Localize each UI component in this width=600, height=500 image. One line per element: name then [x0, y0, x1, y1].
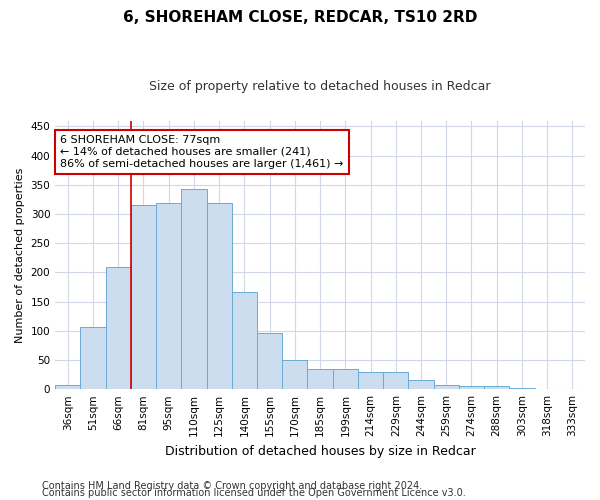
Bar: [55, 385, 80, 389]
Bar: [434, 384, 459, 389]
X-axis label: Distribution of detached houses by size in Redcar: Distribution of detached houses by size …: [165, 444, 475, 458]
Bar: [307, 368, 332, 389]
Bar: [535, 388, 560, 389]
Bar: [282, 360, 307, 389]
Text: 6, SHOREHAM CLOSE, REDCAR, TS10 2RD: 6, SHOREHAM CLOSE, REDCAR, TS10 2RD: [123, 10, 477, 25]
Text: 6 SHOREHAM CLOSE: 77sqm
← 14% of detached houses are smaller (241)
86% of semi-d: 6 SHOREHAM CLOSE: 77sqm ← 14% of detache…: [61, 136, 344, 168]
Bar: [332, 368, 358, 389]
Bar: [257, 332, 282, 389]
Bar: [358, 372, 383, 389]
Bar: [206, 204, 232, 389]
Bar: [383, 372, 409, 389]
Bar: [459, 386, 484, 389]
Bar: [181, 189, 206, 389]
Bar: [80, 328, 106, 389]
Bar: [232, 292, 257, 389]
Bar: [509, 388, 535, 389]
Text: Contains HM Land Registry data © Crown copyright and database right 2024.: Contains HM Land Registry data © Crown c…: [42, 481, 422, 491]
Bar: [409, 380, 434, 389]
Bar: [106, 266, 131, 389]
Bar: [484, 386, 509, 389]
Bar: [131, 204, 156, 389]
Bar: [156, 204, 181, 389]
Text: Contains public sector information licensed under the Open Government Licence v3: Contains public sector information licen…: [42, 488, 466, 498]
Title: Size of property relative to detached houses in Redcar: Size of property relative to detached ho…: [149, 80, 491, 93]
Bar: [560, 388, 585, 389]
Y-axis label: Number of detached properties: Number of detached properties: [15, 167, 25, 342]
